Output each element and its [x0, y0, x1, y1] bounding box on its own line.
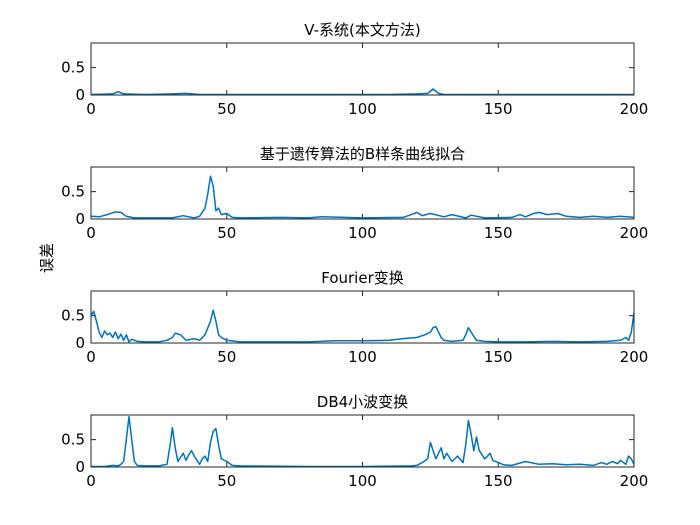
axes-box: [90, 414, 635, 468]
x-tick-label: 50: [217, 348, 236, 366]
plot-area: [91, 43, 634, 95]
y-axis-label: 误差: [38, 243, 56, 273]
x-tick-label: 50: [217, 472, 236, 490]
x-tick-label: 100: [348, 472, 377, 490]
plot-area: [91, 167, 634, 219]
x-tick-label: 0: [86, 224, 96, 242]
chart-title: DB4小波变换: [317, 393, 408, 411]
error-series-line: [91, 415, 635, 468]
x-tick-label: 200: [620, 472, 649, 490]
error-series-line: [90, 309, 635, 343]
x-tick-label: 150: [484, 100, 513, 118]
y-tick-label: 0: [75, 458, 85, 476]
x-tick-label: 50: [217, 224, 236, 242]
x-tick-label: 150: [484, 348, 513, 366]
x-tick-label: 100: [348, 224, 377, 242]
y-tick-label: 0.5: [61, 183, 85, 201]
axes-box: [90, 42, 635, 96]
subplot-2: 基于遗传算法的B样条曲线拟合 0 50 100 150 200 0 0.5: [61, 145, 648, 242]
plot-area: [91, 291, 634, 343]
x-tick-label: 150: [484, 224, 513, 242]
x-tick-label: 100: [348, 100, 377, 118]
y-tick-label: 0: [75, 210, 85, 228]
y-tick-label: 0.5: [61, 307, 85, 325]
y-tick-label: 0.5: [61, 59, 85, 77]
plot-area: [91, 415, 634, 467]
x-tick-label: 200: [620, 224, 649, 242]
chart-title: Fourier变换: [321, 269, 404, 287]
x-tick-label: 100: [348, 348, 377, 366]
y-tick-label: 0: [75, 334, 85, 352]
x-tick-label: 0: [86, 472, 96, 490]
subplot-panels: V-系统(本文方法)0 50 100 150 20000.5基于遗传算法的B样条曲线拟合…: [61, 21, 648, 490]
subplot-3: Fourier变换 0 50 100 150 200 0 0.5: [61, 269, 648, 366]
x-tick-label: 0: [86, 100, 96, 118]
x-tick-label: 200: [620, 348, 649, 366]
chart-title: 基于遗传算法的B样条曲线拟合: [260, 145, 465, 163]
y-tick-label: 0: [75, 86, 85, 104]
error-series-line: [90, 175, 635, 219]
x-tick-label: 200: [620, 100, 649, 118]
axes-box: [90, 166, 635, 220]
y-tick-label: 0.5: [61, 431, 85, 449]
axes-box: [90, 290, 635, 344]
x-tick-label: 0: [86, 348, 96, 366]
x-tick-label: 50: [217, 100, 236, 118]
x-tick-label: 150: [484, 472, 513, 490]
subplot-1: V-系统(本文方法) 0 50 100 150 200 0 0.5: [61, 21, 648, 118]
chart-title: V-系统(本文方法): [304, 21, 421, 39]
subplot-4: DB4小波变换 0 50 100 150 200 0 0.5: [61, 393, 648, 490]
